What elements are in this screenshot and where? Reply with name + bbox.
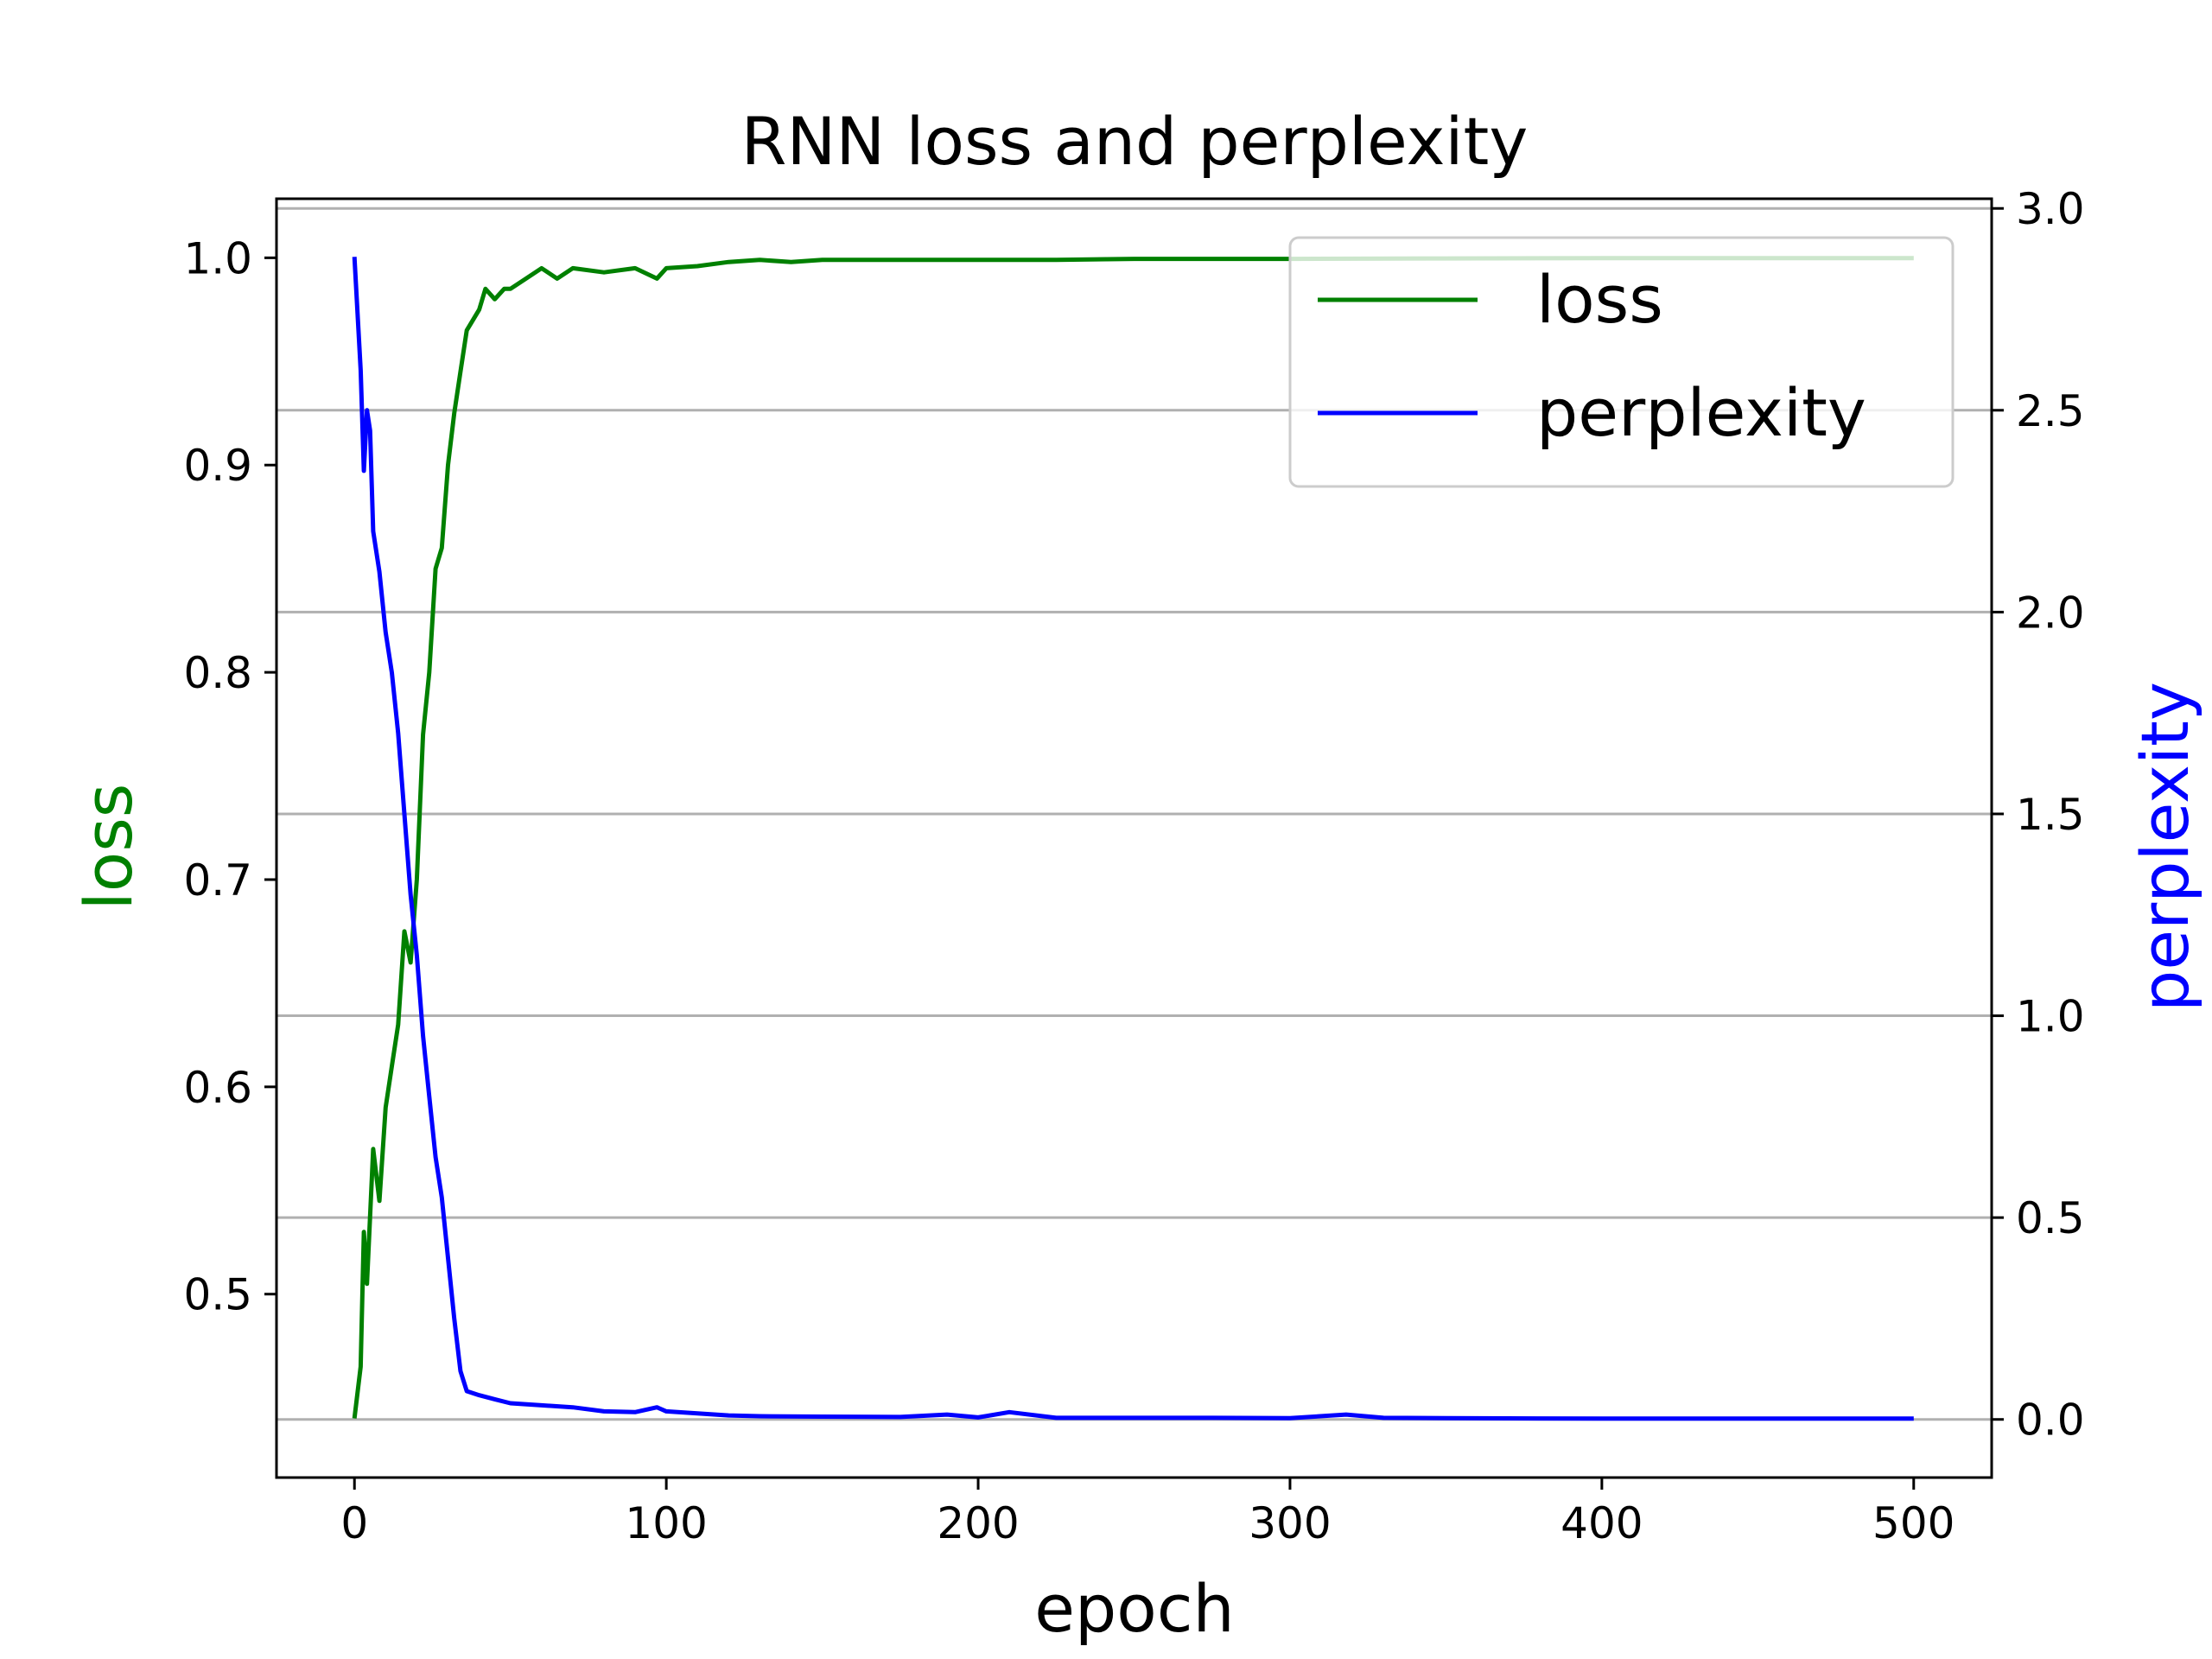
y-right-tick-label: 1.0: [2016, 992, 2085, 1042]
x-tick-label: 500: [1872, 1498, 1955, 1548]
y-right-tick-label: 0.5: [2016, 1193, 2085, 1243]
y-axis-right-ticks: 0.0 0.5 1.0 1.5 2.0 2.5 3.0: [1992, 184, 2085, 1446]
x-tick-label: 300: [1249, 1498, 1331, 1548]
x-tick-label: 200: [937, 1498, 1019, 1548]
y-left-tick-label: 0.6: [183, 1063, 252, 1113]
series-line-loss: [352, 256, 1914, 1419]
series-layer: [352, 256, 1914, 1421]
series-line-perplexity: [352, 257, 1914, 1421]
x-axis-ticks: 0 100 200 300 400 500: [340, 1478, 1955, 1548]
legend: loss perplexity: [1288, 236, 1955, 488]
y-left-tick-label: 0.9: [183, 441, 252, 491]
legend-label-loss: loss: [1536, 261, 1663, 338]
y-axis-right-label: perplexity: [2126, 682, 2203, 1012]
y-left-tick-label: 1.0: [183, 233, 252, 283]
y-left-tick-label: 0.5: [183, 1270, 252, 1320]
chart-title: RNN loss and perplexity: [741, 103, 1529, 180]
x-axis-label: epoch: [1034, 1570, 1234, 1647]
y-right-tick-label: 2.5: [2016, 386, 2085, 436]
y-right-tick-label: 2.0: [2016, 588, 2085, 638]
y-right-tick-label: 1.5: [2016, 790, 2085, 840]
plot-frame: [275, 197, 1993, 1479]
x-tick-label: 400: [1560, 1498, 1643, 1548]
y-right-tick-label: 3.0: [2016, 184, 2085, 234]
y-left-tick-label: 0.8: [183, 648, 252, 698]
y-axis-left-ticks: 0.5 0.6 0.7 0.8 0.9 1.0: [183, 233, 276, 1320]
x-tick-label: 0: [340, 1498, 368, 1548]
y-left-tick-label: 0.7: [183, 855, 252, 906]
legend-label-perplexity: perplexity: [1536, 374, 1866, 451]
x-tick-label: 100: [625, 1498, 707, 1548]
y-axis-left-label: loss: [70, 784, 147, 911]
y-right-tick-label: 0.0: [2016, 1395, 2085, 1446]
